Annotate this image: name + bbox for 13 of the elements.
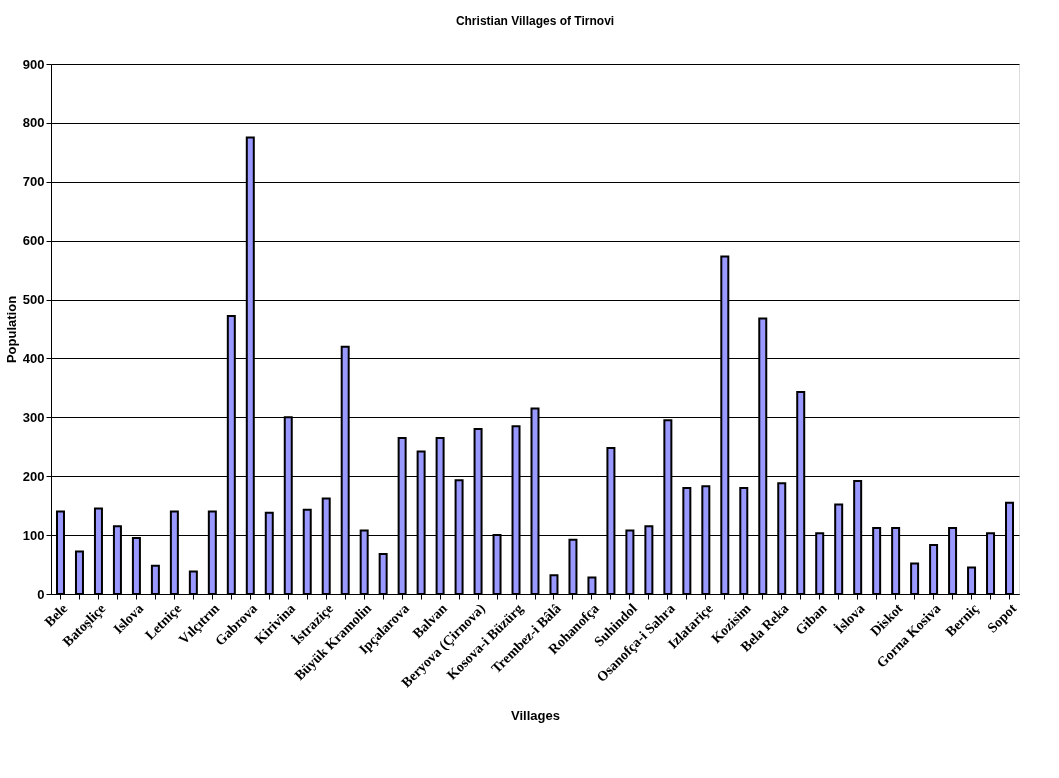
y-tick-label: 700 [22, 174, 45, 190]
x-axis-title: Villages [511, 708, 560, 724]
y-tick-label: 300 [22, 409, 45, 425]
y-axis-title: Population [3, 295, 19, 364]
y-tick-label: 600 [22, 233, 45, 249]
y-tick-label: 900 [22, 56, 45, 72]
y-tick-label: 400 [22, 350, 45, 366]
y-tick-label: 500 [22, 292, 45, 308]
y-tick-label: 200 [22, 468, 45, 484]
y-tick-label: 100 [22, 527, 45, 543]
y-tick-label: 0 [37, 586, 45, 602]
chart-title: Christian Villages of Tirnovi [455, 14, 615, 28]
y-tick-label: 800 [22, 115, 45, 131]
